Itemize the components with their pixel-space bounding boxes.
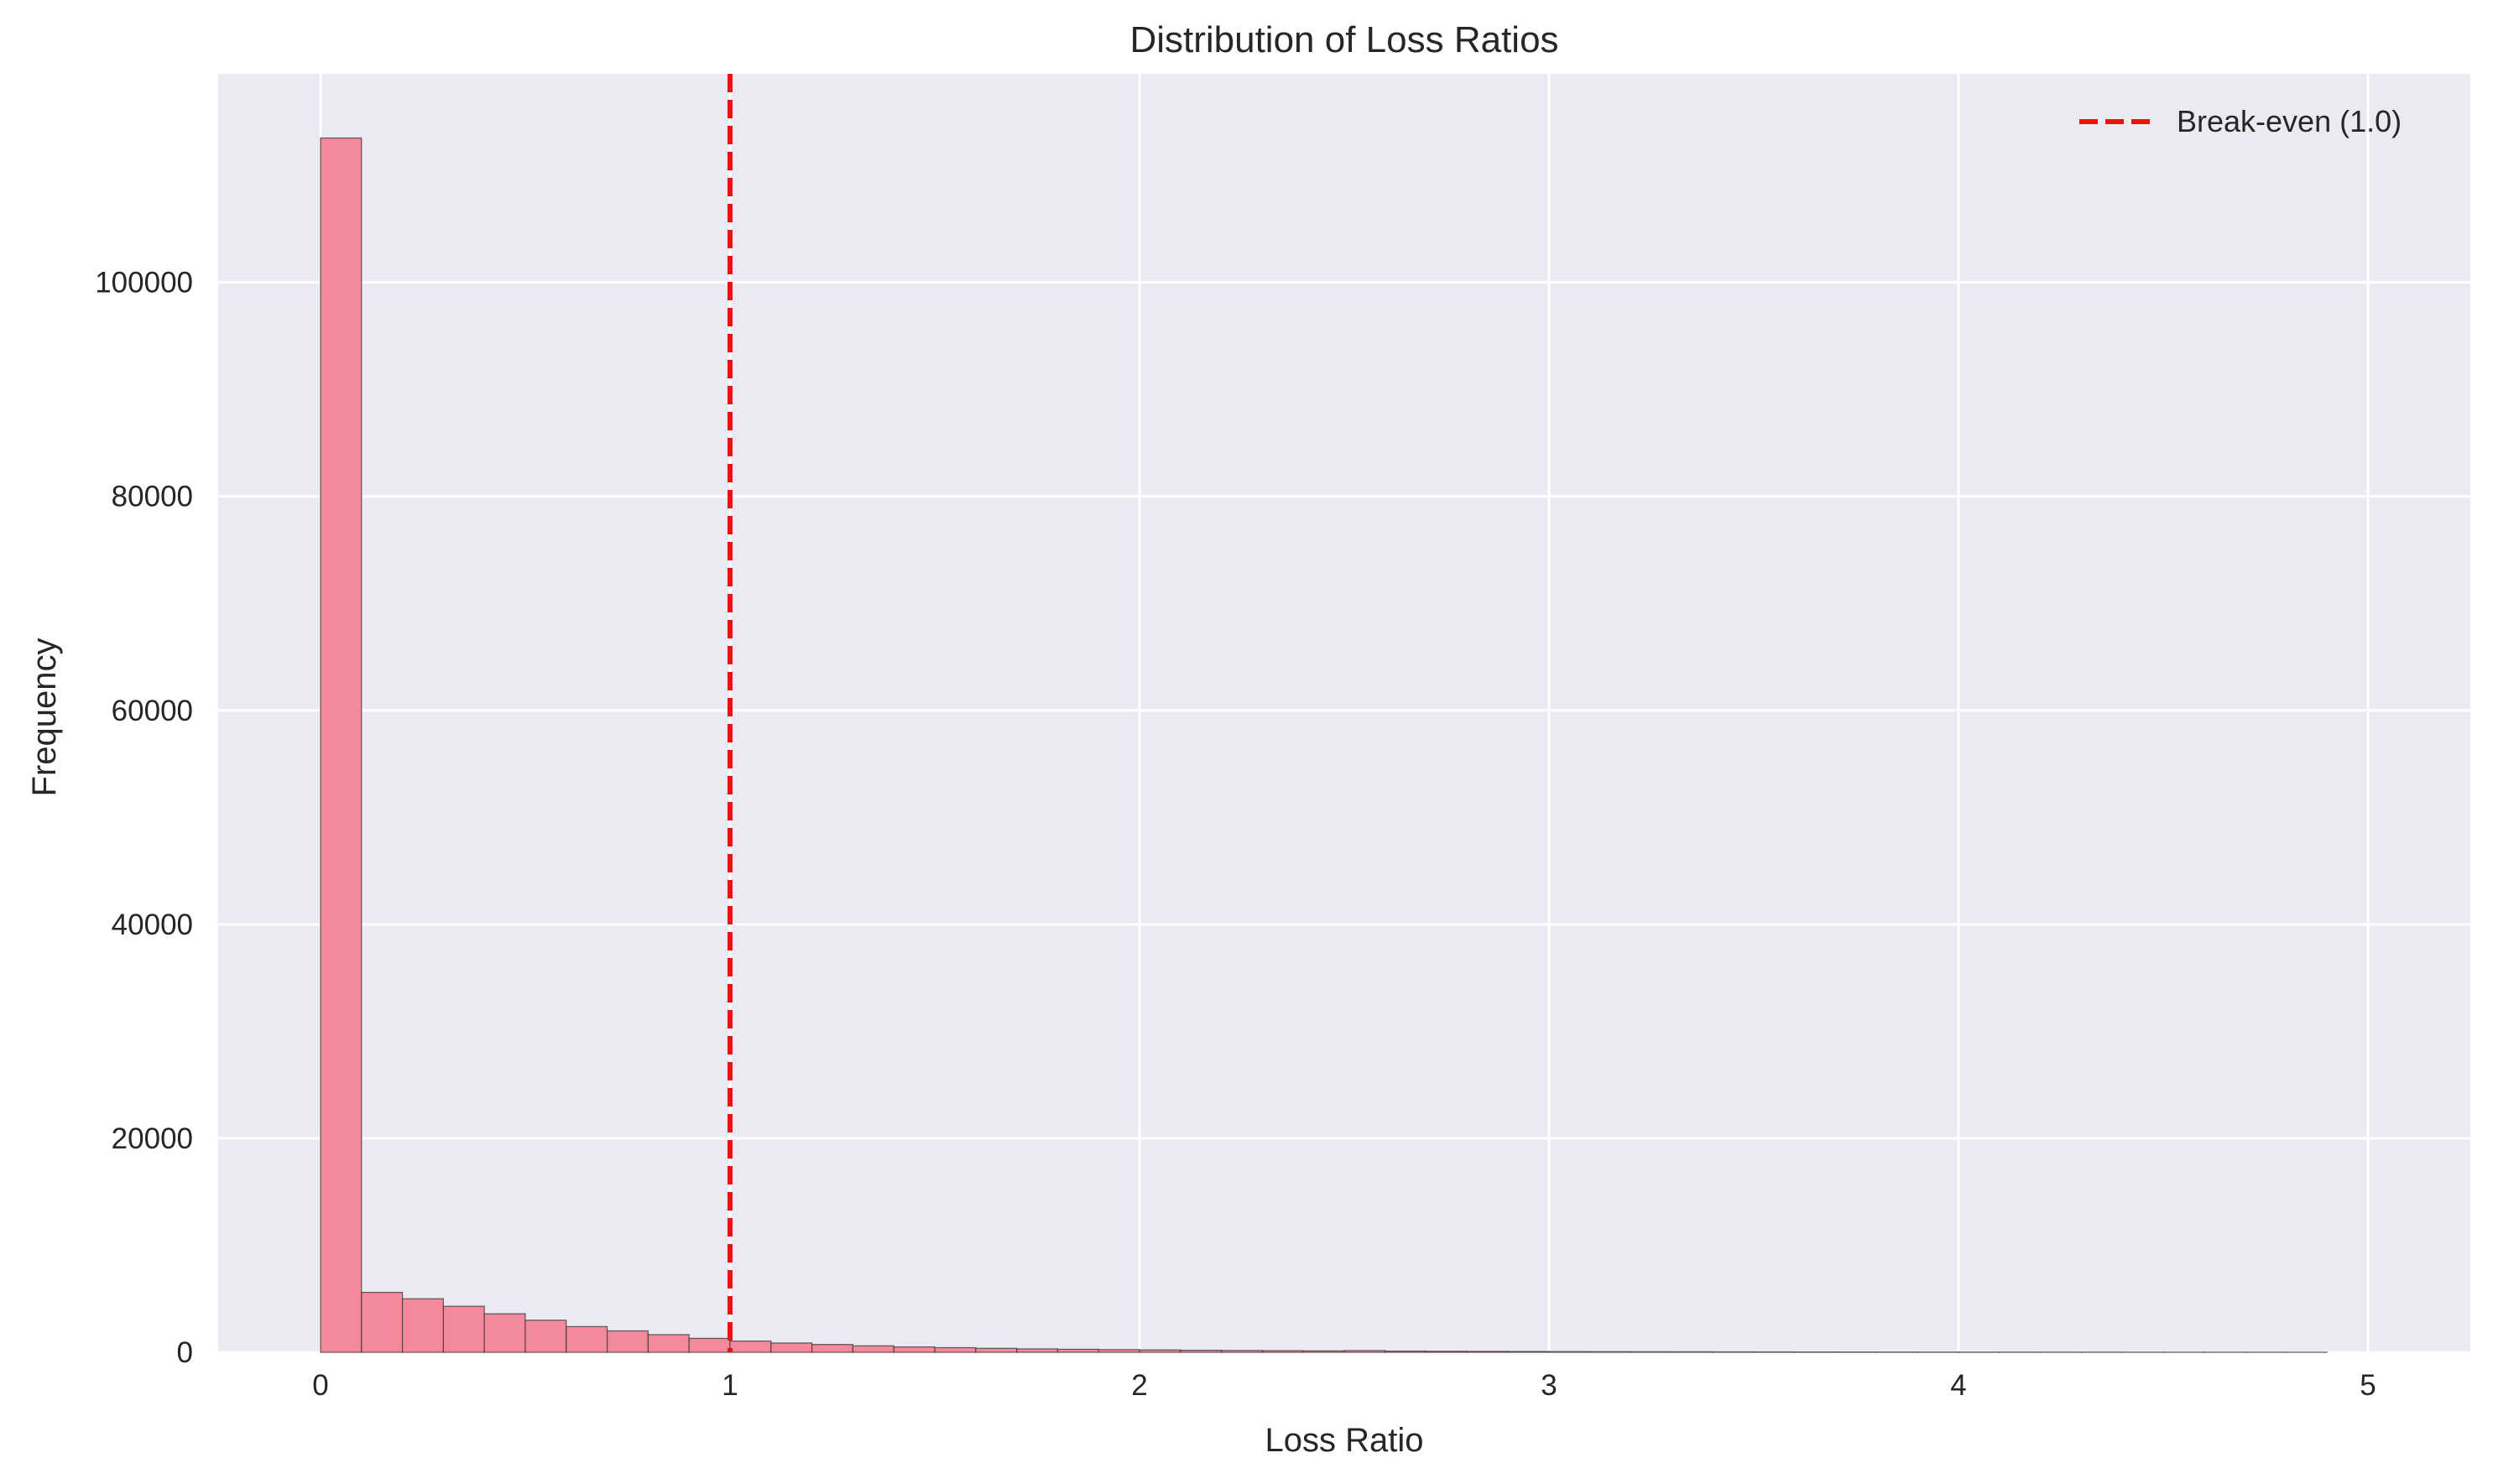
x-tick-label: 2 bbox=[1131, 1369, 1147, 1402]
y-tick-label: 40000 bbox=[112, 909, 193, 941]
histogram-bar bbox=[1712, 1351, 1755, 1353]
histogram-bar bbox=[852, 1345, 894, 1353]
y-axis-label: Frequency bbox=[26, 638, 63, 797]
y-tick-label: 100000 bbox=[95, 267, 193, 299]
histogram-bar bbox=[811, 1344, 853, 1353]
histogram-bar bbox=[1630, 1351, 1672, 1353]
histogram-bar bbox=[934, 1346, 977, 1353]
histogram-bar bbox=[1425, 1351, 1468, 1353]
y-tick-label: 0 bbox=[177, 1336, 193, 1369]
plot-background bbox=[218, 74, 2470, 1352]
histogram-bar bbox=[770, 1342, 813, 1353]
histogram-bar bbox=[606, 1330, 649, 1353]
histogram-bar bbox=[1589, 1351, 1632, 1353]
histogram-bar bbox=[483, 1313, 526, 1353]
y-axis-ticks: 0 20000 40000 60000 80000 100000 bbox=[95, 267, 193, 1369]
histogram-bar bbox=[1302, 1350, 1345, 1353]
histogram-bar bbox=[975, 1347, 1018, 1353]
histogram-bars bbox=[320, 137, 2328, 1353]
chart-title: Distribution of Loss Ratios bbox=[1129, 19, 1558, 60]
x-axis-ticks: 0 1 2 3 4 5 bbox=[312, 1369, 2376, 1402]
histogram-bar bbox=[1385, 1350, 1427, 1353]
histogram-bar bbox=[1139, 1349, 1181, 1353]
y-tick-label: 80000 bbox=[112, 481, 193, 513]
x-axis-label: Loss Ratio bbox=[1265, 1422, 1424, 1459]
x-tick-label: 1 bbox=[722, 1369, 738, 1402]
x-tick-label: 5 bbox=[2360, 1369, 2376, 1402]
histogram-bar bbox=[1056, 1348, 1099, 1353]
histogram-bar bbox=[1098, 1349, 1140, 1353]
x-tick-label: 3 bbox=[1541, 1369, 1557, 1402]
histogram-bar bbox=[361, 1291, 404, 1353]
histogram-bar bbox=[1343, 1350, 1386, 1353]
y-tick-label: 20000 bbox=[112, 1122, 193, 1155]
histogram-bar bbox=[893, 1346, 936, 1353]
histogram-bar bbox=[524, 1320, 567, 1353]
histogram-bar bbox=[1507, 1351, 1550, 1353]
histogram-bar bbox=[1180, 1349, 1223, 1353]
x-tick-label: 0 bbox=[312, 1369, 328, 1402]
histogram-bar bbox=[1261, 1350, 1304, 1353]
histogram-bar bbox=[647, 1334, 690, 1353]
histogram-bar bbox=[1466, 1351, 1509, 1353]
histogram-bar bbox=[1220, 1350, 1263, 1353]
histogram-bar bbox=[688, 1337, 731, 1353]
histogram-bar bbox=[729, 1341, 772, 1353]
histogram-bar bbox=[320, 137, 362, 1353]
histogram-bar bbox=[566, 1325, 608, 1353]
legend-label-break-even: Break-even (1.0) bbox=[2177, 104, 2402, 138]
histogram-bar bbox=[402, 1298, 445, 1353]
legend: Break-even (1.0) bbox=[2079, 104, 2402, 138]
histogram-bar bbox=[1015, 1348, 1058, 1353]
histogram-bar bbox=[442, 1305, 485, 1353]
histogram-bar bbox=[1671, 1351, 1713, 1353]
histogram-bar bbox=[1548, 1351, 1591, 1353]
x-tick-label: 4 bbox=[1950, 1369, 1966, 1402]
y-tick-label: 60000 bbox=[112, 695, 193, 727]
